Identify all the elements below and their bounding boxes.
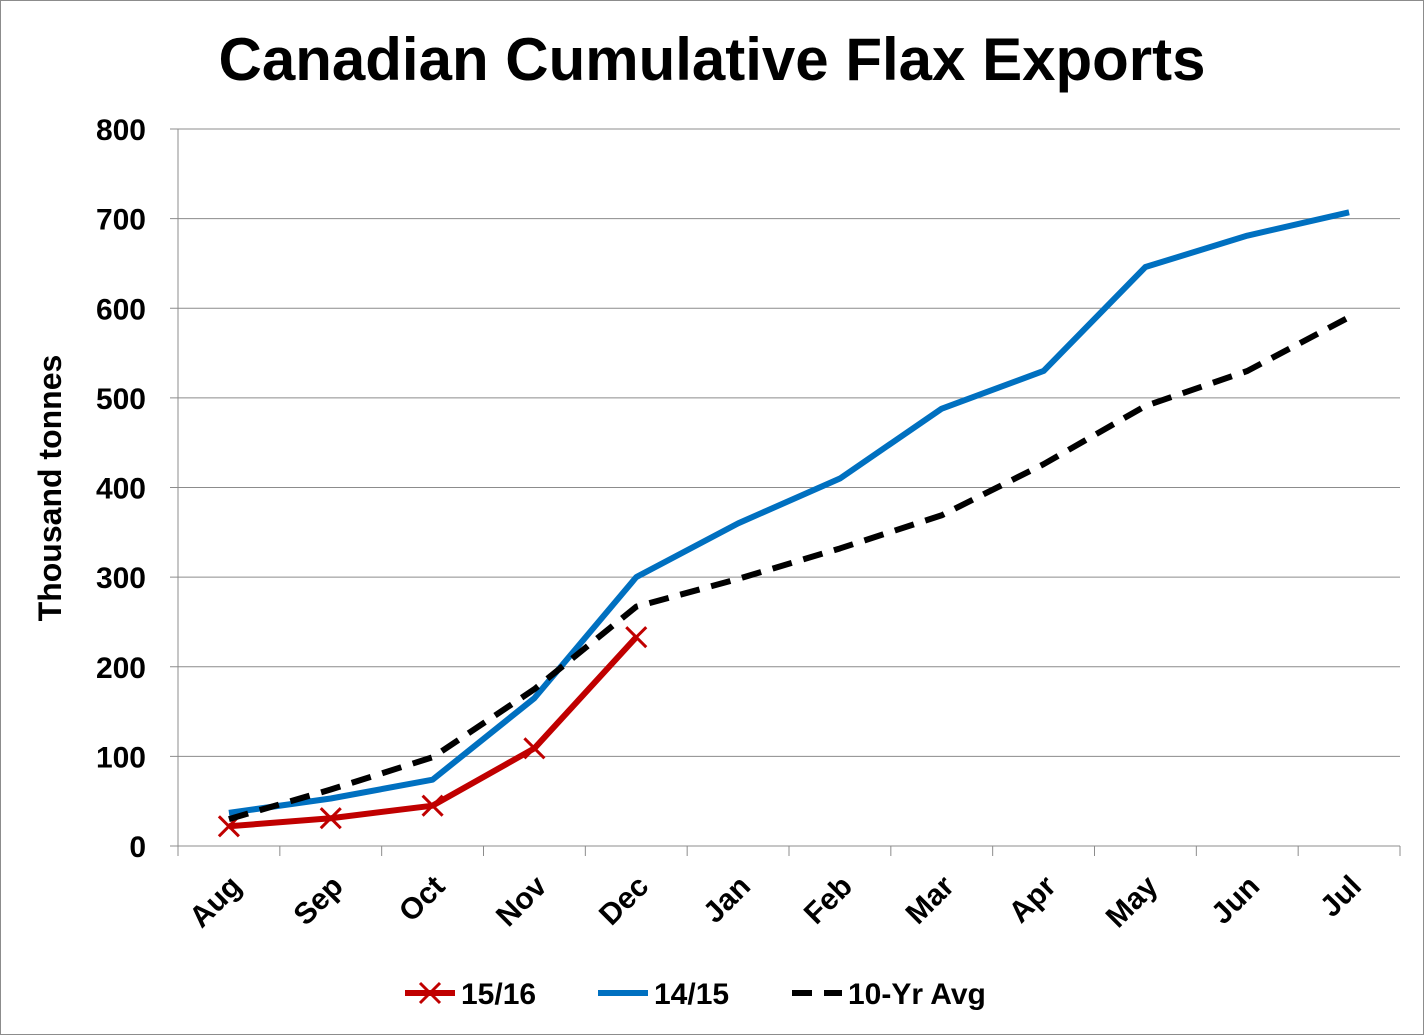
y-axis-label: Thousand tonnes — [32, 355, 68, 622]
y-tick-label: 600 — [96, 293, 146, 326]
x-tick-label: Nov — [490, 869, 554, 933]
x-tick-label: Apr — [1003, 869, 1063, 929]
series-group — [217, 209, 1351, 838]
x-tick-label: Oct — [393, 870, 452, 929]
chart-title: Canadian Cumulative Flax Exports — [219, 26, 1206, 93]
legend-label-1: 14/15 — [654, 978, 729, 1011]
grid-lines — [178, 128, 1400, 757]
x-tick-label: Jan — [697, 870, 757, 930]
x-tick-label: Jul — [1314, 870, 1368, 924]
y-tick-label: 100 — [96, 741, 146, 774]
legend-label-0: 15/16 — [461, 978, 536, 1011]
legend: 15/16 14/15 10-Yr Avg — [405, 978, 986, 1011]
y-tick-label: 700 — [96, 204, 146, 237]
y-tick-label: 400 — [96, 473, 146, 506]
x-tick-label: Feb — [798, 870, 859, 931]
x-tick-label: Aug — [183, 870, 248, 935]
legend-label-2: 10-Yr Avg — [848, 978, 986, 1011]
series-line-1 — [228, 209, 1350, 816]
x-marker — [625, 626, 648, 649]
series-line-2 — [228, 314, 1351, 822]
x-tick-label: Dec — [593, 870, 655, 932]
x-marker — [421, 794, 444, 817]
y-tick-label: 500 — [96, 383, 146, 416]
x-tick-label: May — [1100, 869, 1165, 934]
y-tick-label: 0 — [129, 831, 146, 864]
axes — [170, 128, 1401, 856]
x-marker — [523, 737, 546, 760]
y-tick-label: 800 — [96, 114, 146, 147]
y-tick-label: 200 — [96, 652, 146, 685]
series-line-0 — [228, 635, 639, 830]
x-tick-label: Jun — [1205, 870, 1266, 931]
y-tick-label: 300 — [96, 562, 146, 595]
x-axis-ticks: Aug Sep Oct Nov Dec Jan Feb Mar Apr May Jun Jul — [183, 869, 1368, 934]
legend-x-marker — [418, 981, 442, 1005]
x-tick-label: Sep — [287, 870, 349, 932]
y-axis-ticks: 0 100 200 300 400 500 600 700 800 — [96, 114, 146, 864]
x-marker — [319, 807, 342, 830]
x-tick-label: Mar — [900, 869, 961, 930]
